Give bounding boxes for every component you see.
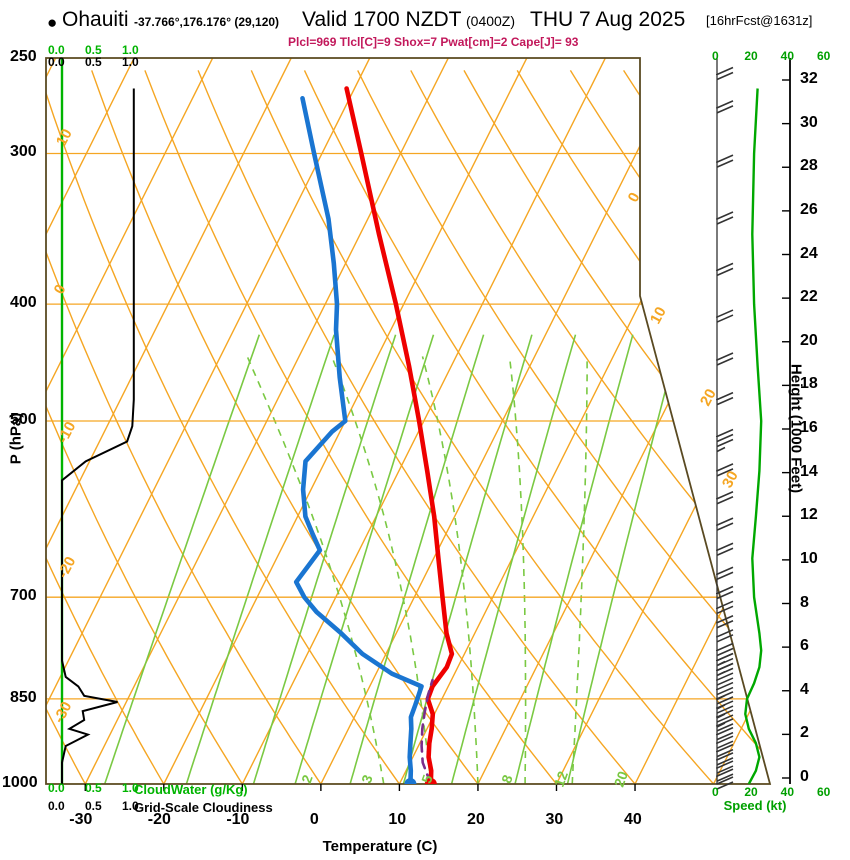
- temperature-tick-30: 30: [545, 811, 564, 828]
- height-tick-10: 10: [800, 549, 818, 567]
- pressure-tick-1000: 1000: [2, 774, 38, 791]
- cloudwater-tick-0.0-bottom: 0.0: [48, 781, 65, 795]
- valid-date: THU 7 Aug 2025: [530, 8, 686, 31]
- temperature-tick-40: 40: [624, 811, 642, 828]
- temperature-axis-label: Temperature (C): [322, 838, 438, 855]
- temperature-tick--30: -30: [69, 811, 93, 828]
- temperature-tick-10: 10: [388, 811, 407, 828]
- temperature-tick-20: 20: [466, 811, 485, 828]
- height-tick-16: 16: [800, 419, 818, 436]
- height-tick-22: 22: [800, 288, 818, 306]
- station-name: Ohauiti: [62, 8, 129, 31]
- cloudwater-tick-0.5-top: 0.5: [85, 43, 102, 57]
- height-tick-12: 12: [800, 506, 818, 524]
- station-bullet-icon: ●: [47, 13, 58, 32]
- speed-tick-40-top: 40: [780, 49, 795, 63]
- speed-tick-20-top: 20: [744, 49, 758, 63]
- height-tick-14: 14: [800, 462, 818, 480]
- cloudiness-legend-label: Grid-Scale Cloudiness: [134, 800, 273, 815]
- height-tick-2: 2: [800, 724, 809, 742]
- speed-tick-40-bottom: 40: [780, 785, 795, 799]
- figure-header: ● Ohauiti -37.766°,176.176° (29,120) Val…: [0, 8, 850, 34]
- temperature-tick--20: -20: [147, 811, 171, 828]
- height-tick-6: 6: [800, 637, 809, 655]
- speed-tick-60-bottom: 60: [817, 785, 831, 799]
- pressure-tick-700: 700: [10, 587, 37, 605]
- height-tick-28: 28: [800, 157, 818, 175]
- forecast-stamp: [16hrFcst@1631z]: [706, 13, 813, 28]
- pressure-tick-250: 250: [10, 48, 37, 65]
- station-coordinates: -37.766°,176.176° (29,120): [134, 15, 280, 29]
- height-tick-4: 4: [800, 680, 809, 698]
- cloudiness-tick-1.0-top: 1.0: [122, 55, 139, 69]
- speed-tick-20-bottom: 20: [744, 785, 758, 799]
- valid-time-zulu: (0400Z): [466, 13, 516, 29]
- cloudwater-tick-0.0-top: 0.0: [48, 43, 65, 57]
- height-tick-0: 0: [800, 768, 809, 785]
- stability-indices: Plcl=969 Tlcl[C]=9 Shox=7 Pwat[cm]=2 Cap…: [288, 35, 579, 49]
- height-tick-24: 24: [800, 244, 818, 262]
- cloudiness-tick-0.5-top: 0.5: [85, 55, 102, 69]
- cloudiness-tick-0.0-top: 0.0: [48, 55, 65, 69]
- cloudiness-tick-1.0-bottom: 1.0: [122, 799, 139, 813]
- height-tick-30: 30: [800, 113, 818, 131]
- cloudwater-tick-1.0-bottom: 1.0: [122, 781, 139, 795]
- height-tick-26: 26: [800, 200, 818, 218]
- speed-tick-60-top: 60: [817, 49, 831, 63]
- speed-tick-0-bottom: 0: [712, 785, 719, 799]
- cloudwater-legend-label: CloudWater (g/Kg): [134, 782, 248, 797]
- speed-tick-0-top: 0: [712, 49, 719, 63]
- speed-axis-label: Speed (kt): [723, 798, 787, 813]
- cloudiness-tick-0.5-bottom: 0.5: [85, 799, 102, 813]
- temperature-tick-0: 0: [309, 811, 319, 828]
- height-tick-18: 18: [800, 375, 818, 393]
- height-tick-32: 32: [800, 70, 818, 87]
- valid-time: Valid 1700 NZDT: [302, 8, 462, 31]
- cloudwater-tick-1.0-top: 1.0: [122, 43, 139, 57]
- height-tick-8: 8: [800, 593, 809, 611]
- pressure-tick-400: 400: [10, 294, 37, 312]
- height-tick-20: 20: [800, 331, 818, 349]
- cloudwater-tick-0.5-bottom: 0.5: [85, 781, 102, 795]
- temperature-tick--10: -10: [226, 811, 250, 828]
- cloudiness-tick-0.0-bottom: 0.0: [48, 799, 65, 813]
- pressure-tick-300: 300: [10, 143, 37, 161]
- pressure-tick-850: 850: [10, 688, 37, 706]
- pressure-tick-500: 500: [10, 411, 37, 428]
